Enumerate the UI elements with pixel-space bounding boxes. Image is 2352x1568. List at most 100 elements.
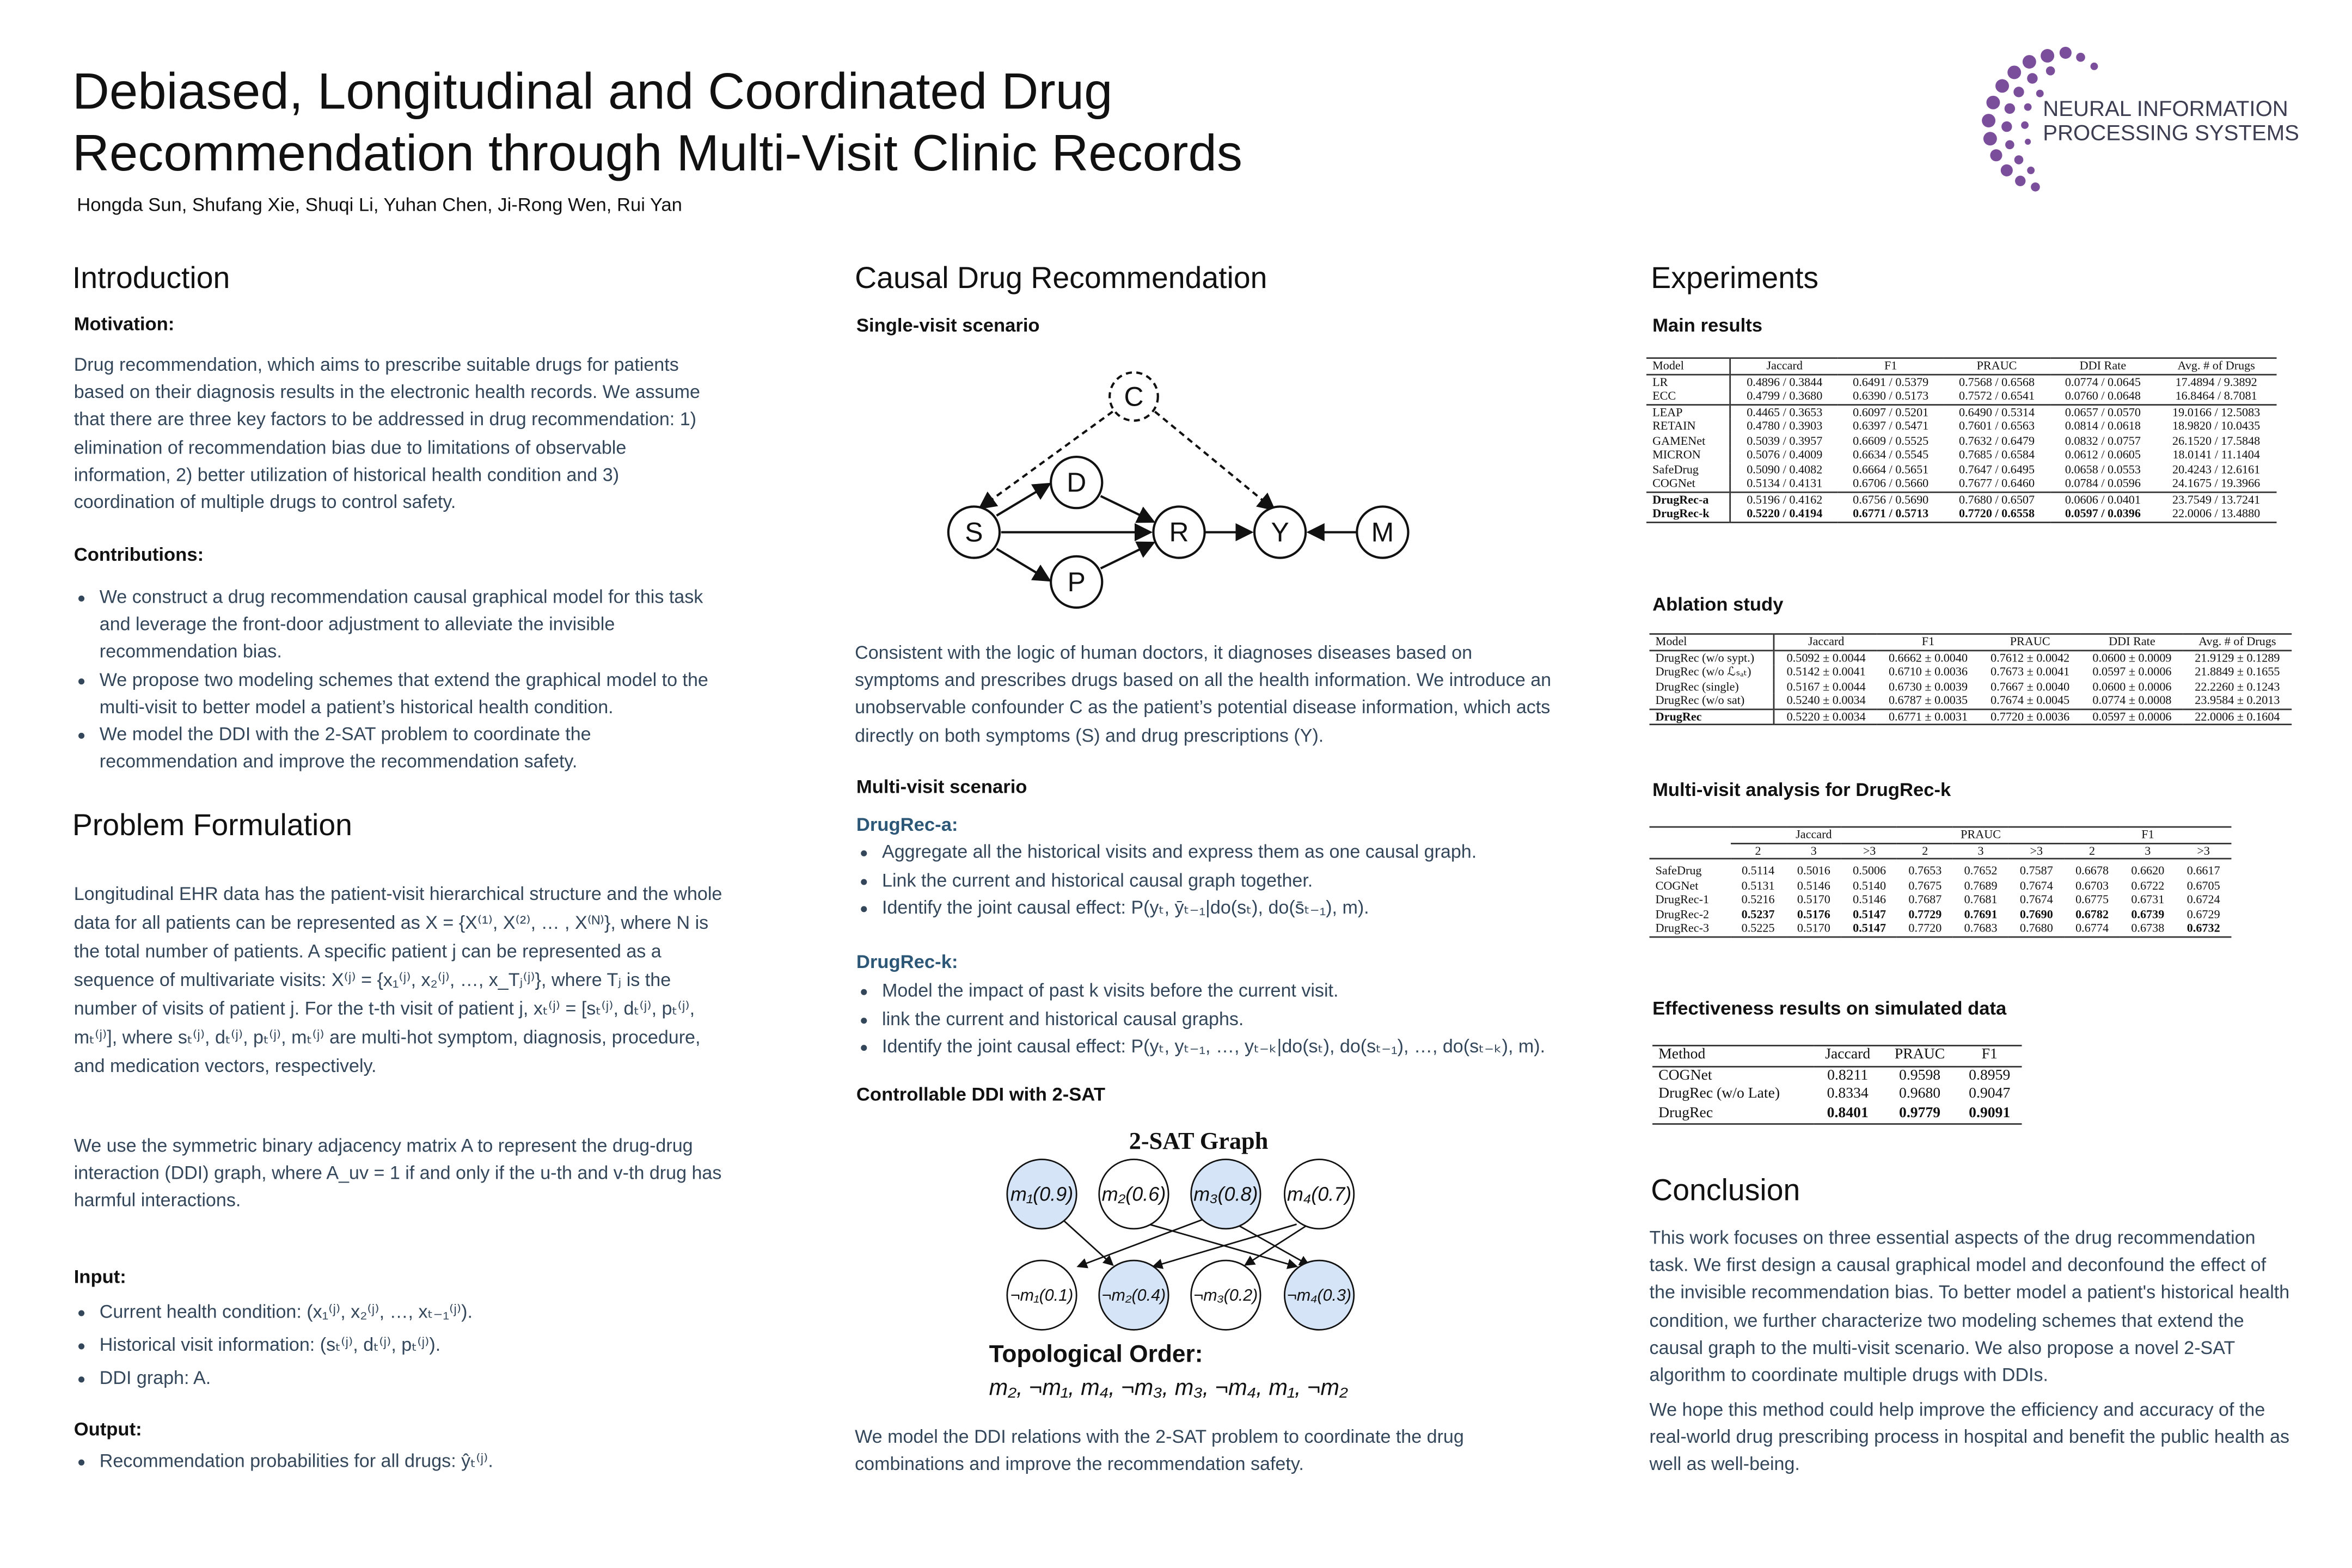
- node-label: Y: [1271, 517, 1289, 548]
- sat-node: ¬m₁(0.1): [1010, 1286, 1073, 1304]
- list-item: Model the impact of past k visits before…: [882, 977, 1621, 1004]
- table-cell: SafeDrug: [1646, 462, 1732, 477]
- table-cell: 0.6617: [2186, 863, 2220, 878]
- list-item: Aggregate all the historical visits and …: [882, 838, 1606, 866]
- table-cell: 0.8401: [1827, 1104, 1869, 1121]
- paragraph: We use the symmetric binary adjacency ma…: [74, 1135, 722, 1211]
- table-cell: 0.8211: [1827, 1067, 1869, 1083]
- table-cell: SafeDrug: [1655, 863, 1702, 878]
- table-cell: 0.7691: [1964, 906, 1998, 921]
- subheading: Output:: [74, 1418, 142, 1440]
- table-row: DrugRec (single) 0.5167 ± 0.0044 0.6730 ± …: [1649, 679, 2292, 694]
- table-head: Model Jaccard F1 PRAUC DDI Rate Avg. # of Dru…: [1649, 634, 2292, 650]
- table-cell: 0.7720 / 0.6558: [1959, 506, 2035, 520]
- table-row: DrugRec-a 0.5196 / 0.4162 0.6756 / 0.5690 0…: [1646, 491, 2277, 507]
- table-cell: 0.7674: [2019, 892, 2053, 906]
- table-body: COGNet 0.8211 0.9598 0.8959 DrugRec (w/o Lat…: [1652, 1066, 2022, 1124]
- table-cell: 0.6729: [2186, 906, 2220, 921]
- table-row: DrugRec-k 0.5220 / 0.4194 0.6771 / 0.5713 0…: [1646, 506, 2277, 522]
- table-cell: 0.5076 / 0.4009: [1747, 448, 1823, 462]
- table-cell: 21.8849 ± 0.1655: [2195, 665, 2280, 679]
- subheading: Input:: [74, 1266, 126, 1288]
- title-line: Recommendation through Multi-Visit Clini…: [72, 125, 1242, 183]
- table-cell: COGNet: [1655, 878, 1699, 892]
- header-cell: 3: [2145, 843, 2151, 857]
- table-cell: 0.5216: [1741, 892, 1775, 906]
- table-cell: 0.5146: [1853, 892, 1886, 906]
- table-row: DrugRec (w/o ℒₛₐₜ) 0.5142 ± 0.0041 0.6710 …: [1649, 665, 2292, 679]
- list-item: DDI graph: A.: [100, 1362, 748, 1395]
- table-cell: 0.4780 / 0.3903: [1747, 419, 1823, 433]
- header-cell: Model: [1649, 634, 1775, 650]
- table-cell: 0.5167 ± 0.0044: [1786, 679, 1866, 693]
- header-cell: Jaccard: [1730, 826, 1897, 844]
- table-row: COGNet 0.5131 0.5146 0.5140 0.7675 0.7689 0.76…: [1650, 878, 2232, 892]
- table-cell: DrugRec-k: [1646, 506, 1732, 522]
- table-cell: 0.5170: [1797, 892, 1830, 906]
- table-cell: 26.1520 / 17.5848: [2172, 433, 2261, 448]
- list: Current health condition: (x₁⁽ʲ⁾, x₂⁽ʲ⁾,…: [74, 1295, 748, 1395]
- subheading: Single-visit scenario: [856, 315, 1040, 336]
- header-cell: F1: [1921, 634, 1935, 648]
- method-heading: DrugRec-k:: [856, 951, 958, 973]
- table-cell: 0.7685 / 0.6584: [1959, 448, 2035, 462]
- title-line: Debiased, Longitudinal and Coordinated D…: [72, 63, 1113, 121]
- table-cell: 0.0832 / 0.0757: [2065, 433, 2141, 448]
- table-body: DrugRec (w/o sypt.) 0.5092 ± 0.0044 0.6662…: [1649, 650, 2292, 709]
- table-cell: 0.9091: [1969, 1104, 2011, 1121]
- table-cell: GAMENet: [1646, 433, 1732, 448]
- paragraph: Longitudinal EHR data has the patient-vi…: [74, 883, 722, 1077]
- table-cell: 0.0612 / 0.0605: [2065, 448, 2141, 462]
- table-cell: 0.5176: [1797, 906, 1830, 921]
- table-wrap: Jaccard PRAUC F1 2 3 >3 2 3 >3 2 3 >3 SafeDrug 0.5114…: [1649, 826, 2232, 938]
- list-item: link the current and historical causal g…: [882, 1005, 1621, 1033]
- table-body: LR 0.4896 / 0.3844 0.6491 / 0.5379 0.7568 /…: [1646, 373, 2277, 405]
- table-body: LEAP 0.4465 / 0.3653 0.6097 / 0.5201 0.6490…: [1646, 404, 2277, 492]
- table-wrap: Model Jaccard F1 PRAUC DDI Rate Avg. # of Dru…: [1649, 633, 2292, 726]
- table-cell: 0.5006: [1853, 863, 1886, 878]
- table-cell: 0.7601 / 0.6563: [1959, 419, 2035, 433]
- table-cell: 0.0597 / 0.0396: [2065, 506, 2141, 520]
- table-row: GAMENet 0.5039 / 0.3957 0.6609 / 0.5525 0.7…: [1646, 433, 2277, 448]
- section-heading: Experiments: [1651, 262, 1819, 296]
- table-cell: 0.7677 / 0.6460: [1959, 476, 2035, 491]
- table-cell: 0.7689: [1964, 878, 1998, 892]
- logo: NEURAL INFORMATION PROCESSING SYSTEMS: [1982, 46, 2299, 192]
- table-cell: 0.7729: [1908, 906, 1942, 921]
- table-cell: 19.0166 / 12.5083: [2172, 405, 2261, 419]
- subheading: Contributions:: [74, 544, 204, 566]
- table-cell: DrugRec (w/o Late): [1658, 1085, 1780, 1102]
- table-cell: 0.5170: [1797, 921, 1830, 935]
- table-cell: 0.6703: [2075, 878, 2109, 892]
- table-cell: 0.7673 ± 0.0041: [1990, 665, 2070, 679]
- table-cell: 0.6722: [2131, 878, 2165, 892]
- table-cell: DrugRec-1: [1655, 892, 1710, 906]
- node-label: C: [1124, 381, 1143, 412]
- header-cell: PRAUC: [1897, 826, 2065, 844]
- table-row: DrugRec (w/o Late) 0.8334 0.9680 0.9047: [1652, 1086, 2022, 1105]
- table-cell: 0.7720: [1908, 921, 1942, 935]
- header-cell: Jaccard: [1808, 634, 1845, 648]
- table-cell: 0.6620: [2131, 863, 2165, 878]
- table-row: DrugRec (w/o sypt.) 0.5092 ± 0.0044 0.6662…: [1649, 650, 2292, 665]
- table-cell: 0.5039 / 0.3957: [1747, 433, 1823, 448]
- table-cell: 0.0658 / 0.0553: [2065, 462, 2141, 476]
- table-cell: 0.7675: [1908, 878, 1942, 892]
- table-cell: 0.6490 / 0.5314: [1959, 405, 2035, 419]
- table-cell: 0.8959: [1969, 1067, 2011, 1083]
- title: Debiased, Longitudinal and Coordinated D…: [72, 62, 1242, 186]
- table-cell: 0.0814 / 0.0618: [2065, 419, 2141, 433]
- list-item: Identify the joint causal effect: P(yₜ, …: [882, 1033, 1621, 1061]
- table-row: DrugRec-1 0.5216 0.5170 0.5146 0.7687 0.7681 0…: [1650, 892, 2232, 906]
- table-cell: 0.6724: [2186, 892, 2220, 906]
- list: We construct a drug recommendation causa…: [74, 584, 718, 776]
- table-cell: 0.6732: [2186, 921, 2220, 935]
- header-row: 2 3 >3 2 3 >3 2 3 >3: [1650, 843, 2232, 859]
- table-body: SafeDrug 0.5114 0.5016 0.5006 0.7653 0.7652 0.…: [1650, 859, 2232, 936]
- table-row: COGNet 0.8211 0.9598 0.8959: [1652, 1066, 2022, 1086]
- table-cell: 23.9584 ± 0.2013: [2195, 693, 2280, 707]
- list: Model the impact of past k visits before…: [856, 977, 1621, 1061]
- table-cell: 0.6609 / 0.5525: [1853, 433, 1929, 448]
- table-cell: 0.7572 / 0.6541: [1959, 389, 2035, 403]
- table-cell: 0.7674: [2019, 878, 2053, 892]
